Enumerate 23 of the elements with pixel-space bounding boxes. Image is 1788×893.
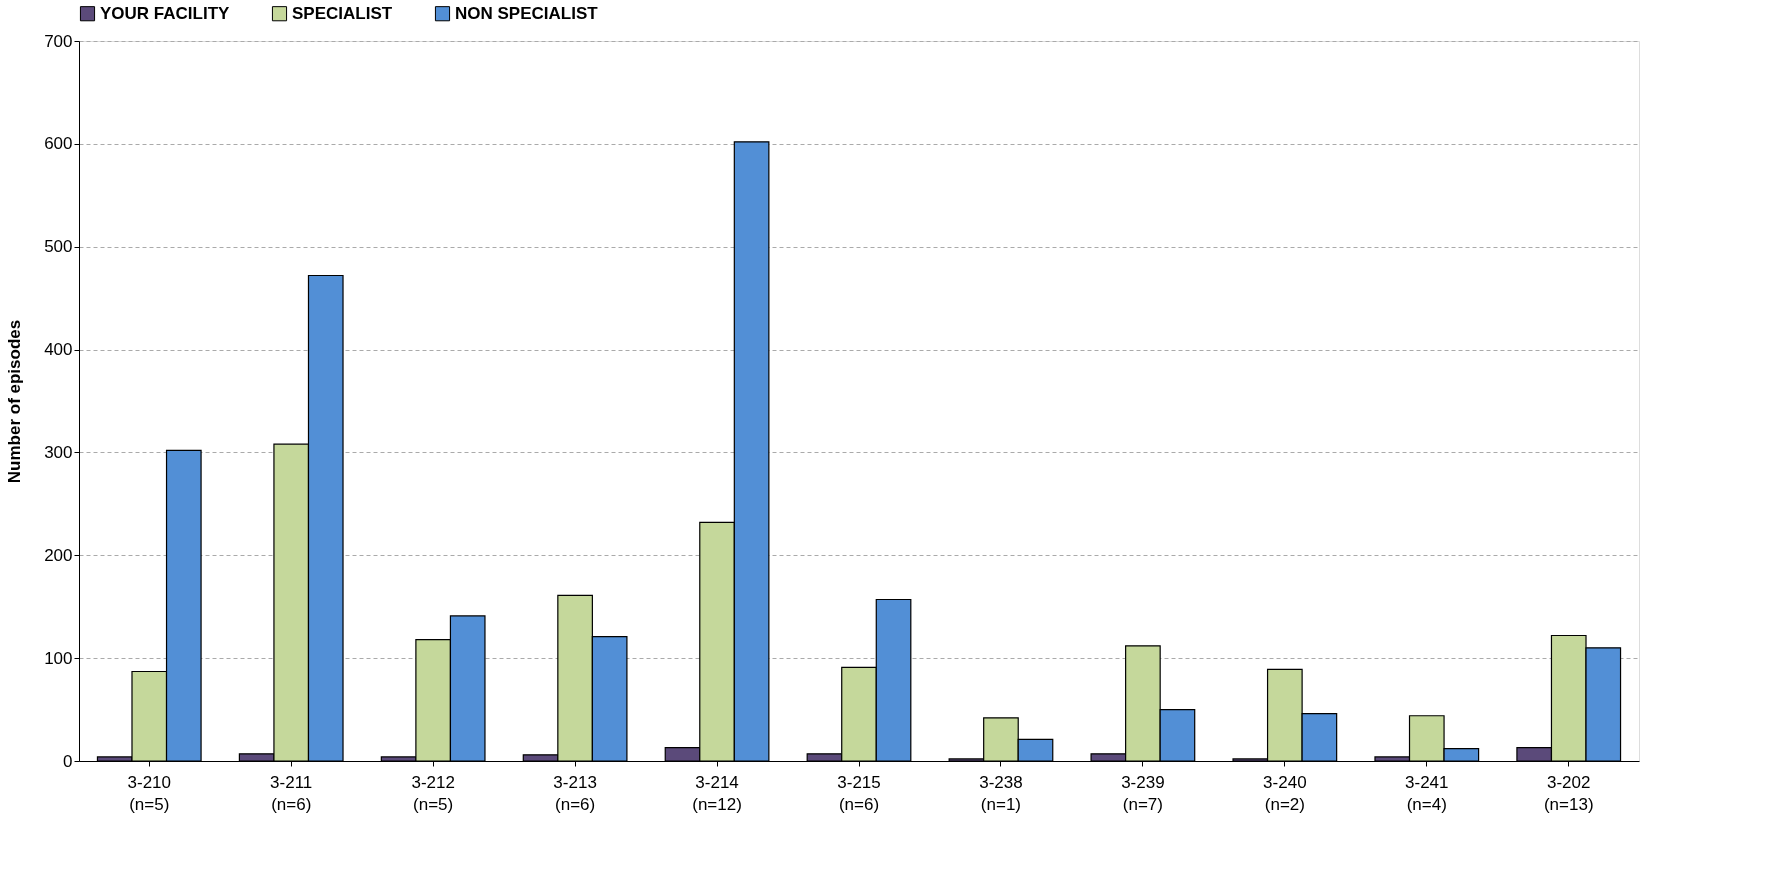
x-tick-label: 3-210 (n=5): [127, 772, 172, 814]
legend-label: SPECIALIST: [292, 3, 393, 23]
x-tick-label: 3-238 (n=1): [979, 772, 1023, 814]
legend-label: NON SPECIALIST: [455, 3, 599, 23]
y-tick-label: 500: [44, 237, 73, 257]
x-tick-label: 3-211 (n=6): [270, 772, 313, 814]
x-tick-label: 3-240 (n=2): [1263, 772, 1307, 814]
x-tick-label: 3-202 (n=13): [1543, 772, 1594, 814]
y-tick-label: 0: [63, 751, 73, 771]
x-tick-label: 3-213 (n=6): [553, 772, 597, 814]
x-tick-label: 3-212 (n=5): [411, 772, 455, 814]
x-tick-label: 3-241 (n=4): [1405, 772, 1449, 814]
y-tick-label: 100: [44, 648, 73, 668]
y-tick-label: 600: [44, 134, 73, 154]
x-tick-label: 3-239 (n=7): [1121, 772, 1165, 814]
legend-label: YOUR FACILITY: [100, 3, 231, 23]
y-tick-label: 300: [44, 442, 73, 462]
y-tick-label: 200: [44, 545, 73, 565]
x-tick-label: 3-214 (n=12): [692, 772, 742, 814]
y-tick-label: 400: [44, 340, 73, 360]
y-tick-label: 700: [44, 31, 73, 51]
y-axis-title: Number of episodes: [5, 319, 25, 484]
x-tick-label: 3-215 (n=6): [837, 772, 881, 814]
